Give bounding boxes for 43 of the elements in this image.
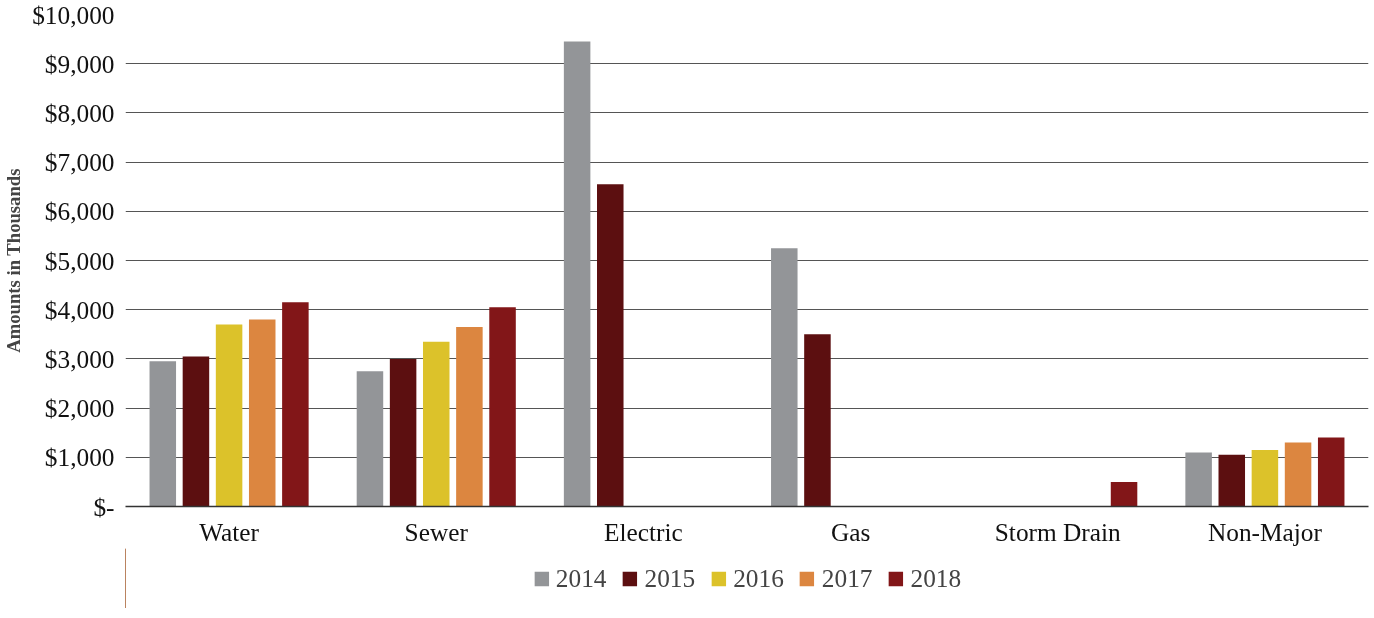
bar	[563, 41, 591, 507]
bar	[248, 319, 276, 507]
y-tick-label: $5,000	[44, 246, 115, 275]
bar	[182, 356, 210, 507]
x-tick-label: Non-Major	[1207, 517, 1323, 546]
y-axis-title: Amounts in Thousands	[3, 168, 25, 353]
bar	[1284, 442, 1312, 507]
y-tick-label: $10,000	[32, 0, 115, 29]
legend-label: 2018	[910, 563, 962, 593]
bar	[356, 371, 384, 507]
x-tick-label: Electric	[604, 517, 683, 546]
bar	[804, 334, 831, 507]
legend-label: 2015	[644, 563, 696, 593]
x-tick-label: Storm Drain	[994, 517, 1122, 546]
y-tick-label: $8,000	[44, 98, 115, 127]
bar	[149, 361, 177, 507]
bar	[389, 358, 417, 507]
bar	[1317, 437, 1345, 507]
legend-label: 2016	[733, 563, 784, 593]
bar	[456, 326, 483, 507]
bar	[1185, 452, 1212, 507]
bar	[1218, 454, 1246, 507]
x-tick-label: Water	[199, 517, 260, 546]
y-tick-label: $6,000	[44, 197, 115, 226]
bar	[489, 307, 516, 507]
x-tick-label: Gas	[830, 517, 871, 546]
bar	[1251, 449, 1279, 507]
bar	[215, 324, 243, 507]
bar	[597, 184, 624, 507]
y-tick-label: $7,000	[44, 148, 115, 177]
legend-label: 2017	[821, 563, 873, 593]
y-tick-label: $-	[93, 492, 115, 521]
legend-label: 2014	[555, 563, 607, 593]
bar	[282, 302, 309, 507]
y-tick-label: $1,000	[44, 443, 115, 472]
y-tick-label: $2,000	[44, 394, 115, 423]
bar	[422, 341, 450, 507]
y-tick-label: $9,000	[44, 49, 115, 78]
x-tick-label: Sewer	[404, 517, 469, 546]
bar	[1110, 481, 1138, 507]
y-tick-label: $3,000	[44, 344, 115, 373]
y-tick-label: $4,000	[44, 295, 115, 324]
bar	[771, 248, 798, 507]
